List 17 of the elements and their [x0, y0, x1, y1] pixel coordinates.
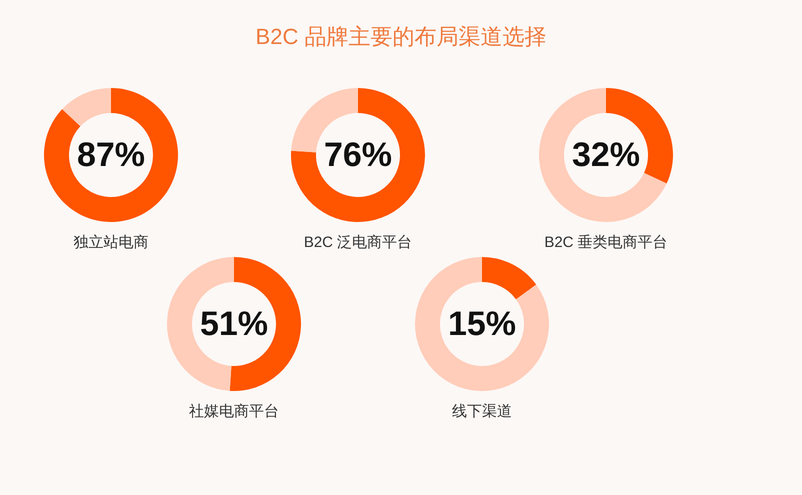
- text: 32%: [572, 136, 640, 174]
- text: B2C 垂类电商平台: [543, 233, 669, 253]
- donut-slice: [415, 257, 549, 391]
- text: 51%: [200, 305, 268, 343]
- donut-slice: [62, 88, 111, 126]
- text: 76%: [324, 136, 392, 174]
- text: 15%: [448, 305, 516, 343]
- donut-slice: [539, 88, 667, 222]
- text: 87%: [76, 136, 146, 174]
- donut-slice: [482, 257, 536, 300]
- donut-slice: [291, 88, 425, 222]
- text: 线下渠道: [451, 402, 513, 422]
- text: B2C 泛电商平台: [302, 233, 414, 253]
- text: 社媒电商平台: [188, 402, 280, 422]
- text: B2C 品牌主要的布局渠道选择: [256, 24, 546, 49]
- donut-slice: [44, 88, 178, 222]
- text: 独立站电商: [72, 233, 150, 253]
